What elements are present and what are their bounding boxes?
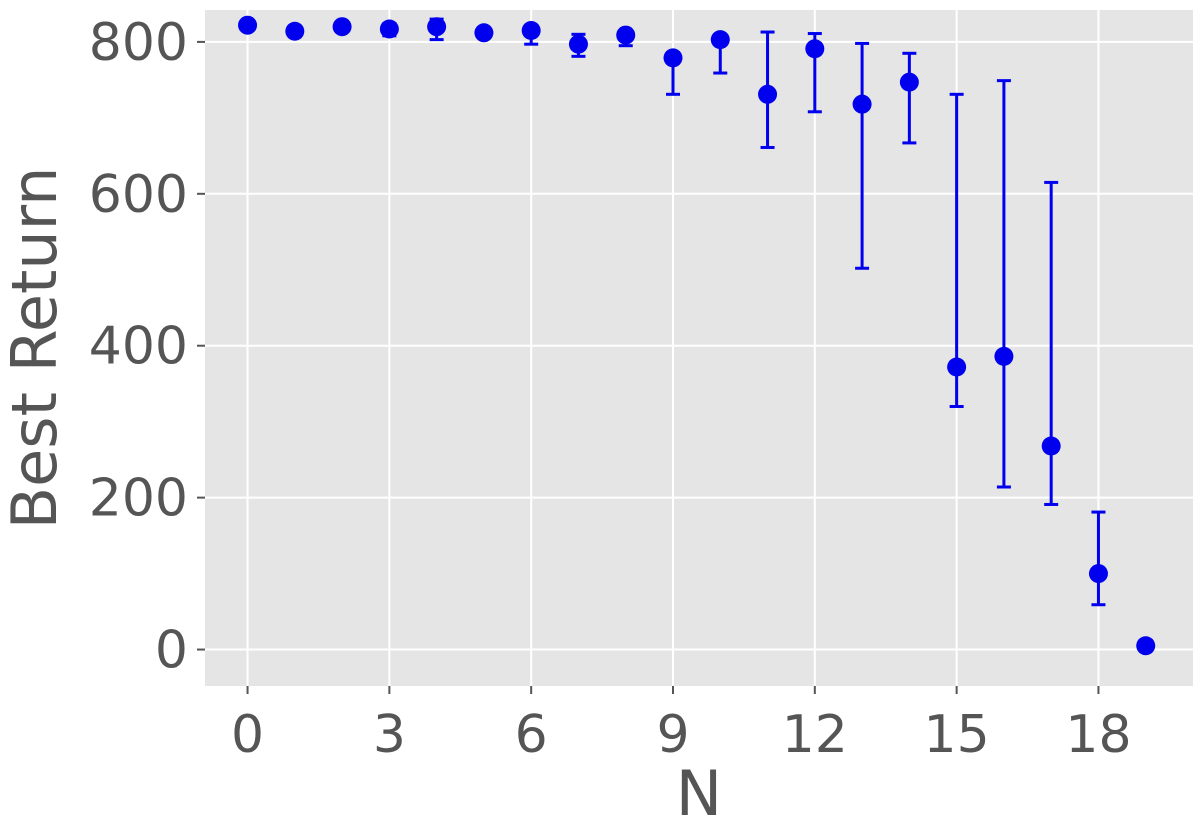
- data-point: [1136, 636, 1156, 656]
- data-point: [521, 21, 541, 41]
- data-point: [474, 23, 494, 43]
- data-points: [238, 15, 1156, 656]
- x-tick-label: 9: [656, 705, 689, 765]
- data-point: [805, 39, 825, 59]
- x-tick-labels: 0 3 6 9 12 15 18: [231, 705, 1132, 765]
- data-point: [710, 30, 730, 50]
- data-point: [238, 15, 258, 35]
- x-tick-label: 3: [373, 705, 406, 765]
- x-tick-label: 6: [515, 705, 548, 765]
- x-tick-label: 15: [924, 705, 990, 765]
- y-tick-label: 0: [155, 621, 188, 681]
- x-tick-label: 12: [782, 705, 848, 765]
- data-point: [899, 72, 919, 92]
- tick-marks: [197, 40, 1100, 694]
- data-point: [852, 94, 872, 114]
- y-tick-label: 600: [89, 165, 188, 225]
- y-tick-labels: 0 200 400 600 800: [89, 13, 188, 681]
- data-point: [663, 48, 683, 68]
- x-axis-label: N: [676, 757, 722, 830]
- data-point: [947, 357, 967, 377]
- y-tick-label: 400: [89, 317, 188, 377]
- x-tick-label: 18: [1065, 705, 1131, 765]
- data-point: [568, 34, 588, 54]
- x-tick-label: 0: [231, 705, 264, 765]
- data-point: [332, 17, 352, 37]
- plot-background: [205, 10, 1193, 686]
- y-tick-label: 800: [89, 13, 188, 73]
- data-point: [1088, 564, 1108, 584]
- y-axis-label: Best Return: [0, 167, 71, 530]
- data-point: [758, 84, 778, 104]
- data-point: [994, 346, 1014, 366]
- data-point: [285, 21, 305, 41]
- data-point: [427, 17, 447, 37]
- data-point: [1041, 436, 1061, 456]
- y-tick-label: 200: [89, 469, 188, 529]
- data-point: [616, 25, 636, 45]
- data-point: [379, 19, 399, 39]
